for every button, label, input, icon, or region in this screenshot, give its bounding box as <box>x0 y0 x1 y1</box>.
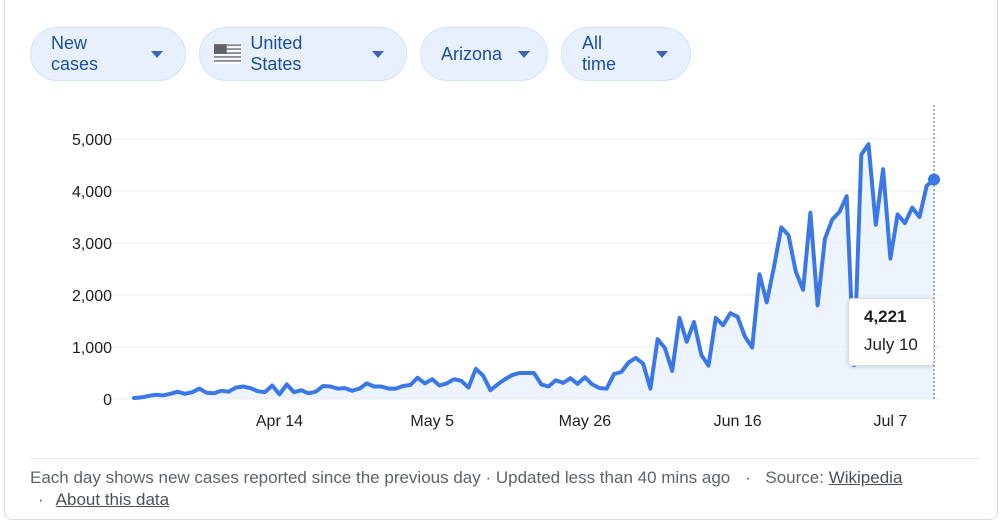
y-tick-label: 2,000 <box>72 288 112 305</box>
country-dropdown[interactable]: United States <box>199 27 407 81</box>
separator: · <box>744 468 751 487</box>
footer: Each day shows new cases reported since … <box>30 458 980 511</box>
y-tick-label: 1,000 <box>72 340 112 357</box>
source-label: Source: <box>765 468 824 487</box>
range-dropdown[interactable]: All time <box>561 27 691 81</box>
region-dropdown-label: Arizona <box>441 43 503 64</box>
range-dropdown-label: All time <box>582 33 617 74</box>
metric-dropdown[interactable]: New cases <box>30 27 186 81</box>
chevron-down-icon <box>518 50 531 58</box>
y-tick-label: 4,000 <box>72 184 112 201</box>
data-point-marker <box>928 173 940 186</box>
x-tick-label: May 5 <box>410 413 454 430</box>
y-tick-label: 5,000 <box>72 132 112 149</box>
tooltip-date: July 10 <box>864 335 918 354</box>
country-dropdown-label: United States <box>250 33 303 74</box>
hover-tooltip: 4,221 July 10 <box>848 298 934 366</box>
footer-note: Each day shows new cases reported since … <box>30 468 731 487</box>
chevron-down-icon <box>656 50 668 58</box>
source-link[interactable]: Wikipedia <box>828 468 903 487</box>
chevron-down-icon <box>151 50 163 58</box>
region-dropdown[interactable]: Arizona <box>420 27 548 81</box>
x-tick-label: Jul 7 <box>873 413 907 430</box>
x-tick-label: Apr 14 <box>256 413 303 430</box>
area-fill <box>134 144 934 399</box>
metric-dropdown-label: New cases <box>51 33 99 74</box>
about-data-link[interactable]: About this data <box>55 490 170 509</box>
y-tick-label: 0 <box>103 392 112 409</box>
tooltip-value: 4,221 <box>864 307 907 326</box>
x-tick-label: Jun 16 <box>714 413 762 430</box>
y-tick-label: 3,000 <box>72 236 112 253</box>
separator: · <box>38 490 44 509</box>
x-tick-label: May 26 <box>559 413 612 430</box>
us-flag-icon <box>214 44 242 64</box>
cases-line <box>132 142 936 400</box>
chevron-down-icon <box>372 50 384 58</box>
